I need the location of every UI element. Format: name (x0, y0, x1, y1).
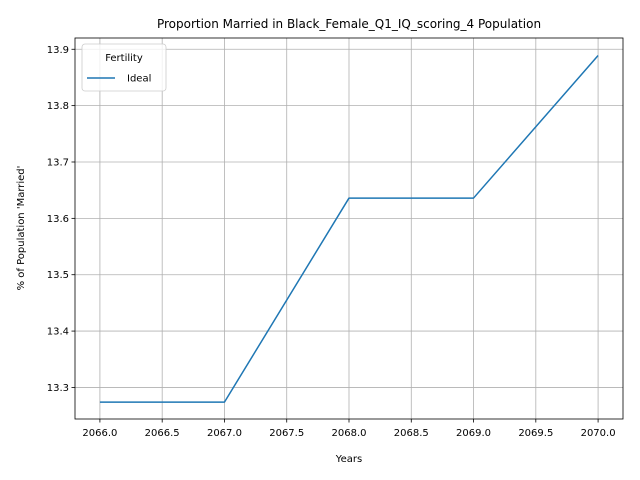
y-tick-label: 13.5 (47, 270, 69, 281)
x-axis-title: Years (335, 454, 362, 465)
legend-label-ideal: Ideal (127, 74, 151, 85)
x-tick-label: 2067.5 (269, 428, 304, 439)
series-line-ideal (99, 54, 599, 403)
y-axis-title: % of Population 'Married' (16, 166, 27, 291)
y-tick-label: 13.4 (47, 327, 69, 338)
x-tick-label: 2068.5 (394, 428, 429, 439)
legend-box (81, 43, 167, 92)
y-tick-label: 13.7 (47, 157, 69, 168)
gridlines (75, 38, 623, 419)
y-tick-label: 13.9 (47, 45, 69, 56)
series-layer (99, 54, 599, 403)
legend-title: Fertility (105, 53, 143, 64)
x-tick-label: 2069.0 (456, 428, 491, 439)
x-tick-label: 2066.0 (82, 428, 117, 439)
axis-ticks: 2066.0 2066.5 2067.0 2067.5 2068.0 2068.5 2069… (47, 45, 616, 439)
chart-title: Proportion Married in Black_Female_Q1_IQ… (157, 17, 541, 31)
y-tick-label: 13.8 (47, 101, 69, 112)
y-tick-label: 13.3 (47, 383, 69, 394)
x-tick-label: 2066.5 (145, 428, 180, 439)
x-tick-label: 2067.0 (207, 428, 242, 439)
y-tick-label: 13.6 (47, 214, 69, 225)
x-tick-label: 2070.0 (581, 428, 616, 439)
x-tick-label: 2069.5 (518, 428, 553, 439)
x-tick-label: 2068.0 (332, 428, 367, 439)
legend: Fertility Ideal (81, 43, 167, 92)
